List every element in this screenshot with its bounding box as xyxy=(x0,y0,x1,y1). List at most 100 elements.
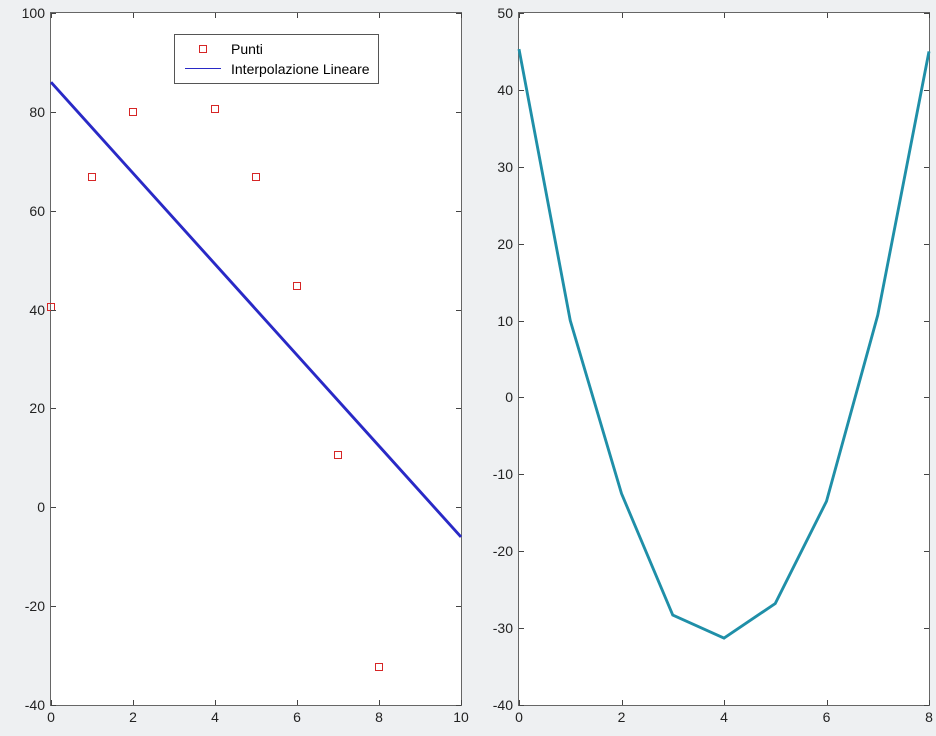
x-tick-label: 2 xyxy=(129,705,137,725)
x-tick-mark xyxy=(133,13,134,18)
y-tick-mark xyxy=(519,321,524,322)
legend-marker-icon xyxy=(183,45,223,53)
x-tick-mark xyxy=(622,700,623,705)
scatter-point xyxy=(293,282,301,290)
y-tick-mark xyxy=(924,90,929,91)
scatter-point xyxy=(211,105,219,113)
y-tick-label: 40 xyxy=(497,82,519,98)
y-tick-mark xyxy=(924,551,929,552)
x-tick-label: 8 xyxy=(375,705,383,725)
x-tick-label: 6 xyxy=(293,705,301,725)
x-tick-mark xyxy=(215,700,216,705)
chart-container: PuntiInterpolazione Lineare -40-20020406… xyxy=(0,0,936,736)
x-tick-label: 10 xyxy=(453,705,469,725)
y-tick-mark xyxy=(519,90,524,91)
y-tick-label: 0 xyxy=(505,389,519,405)
y-tick-mark xyxy=(519,397,524,398)
x-tick-mark xyxy=(297,13,298,18)
y-tick-mark xyxy=(924,628,929,629)
y-tick-mark xyxy=(924,321,929,322)
x-tick-mark xyxy=(724,13,725,18)
y-tick-label: 20 xyxy=(29,400,51,416)
y-tick-label: 80 xyxy=(29,104,51,120)
x-tick-mark xyxy=(215,13,216,18)
y-tick-mark xyxy=(51,507,56,508)
scatter-point xyxy=(334,451,342,459)
y-tick-mark xyxy=(51,606,56,607)
x-tick-label: 4 xyxy=(211,705,219,725)
x-tick-label: 0 xyxy=(47,705,55,725)
y-tick-mark xyxy=(519,167,524,168)
x-tick-mark xyxy=(622,13,623,18)
y-tick-label: 0 xyxy=(37,499,51,515)
x-tick-mark xyxy=(133,700,134,705)
right-plot-svg xyxy=(519,13,929,705)
y-tick-mark xyxy=(924,397,929,398)
legend-line-icon xyxy=(183,68,223,69)
y-tick-mark xyxy=(456,606,461,607)
x-tick-mark xyxy=(519,700,520,705)
y-tick-mark xyxy=(519,474,524,475)
scatter-point xyxy=(88,173,96,181)
y-tick-label: 50 xyxy=(497,5,519,21)
y-tick-label: -30 xyxy=(493,620,519,636)
x-tick-label: 0 xyxy=(515,705,523,725)
x-tick-mark xyxy=(929,700,930,705)
x-tick-mark xyxy=(929,13,930,18)
x-tick-mark xyxy=(379,13,380,18)
legend-entry: Punti xyxy=(183,39,370,59)
right-plot-area: -40-30-20-100102030405002468 xyxy=(518,12,930,706)
x-tick-mark xyxy=(379,700,380,705)
y-tick-mark xyxy=(51,112,56,113)
x-tick-mark xyxy=(724,700,725,705)
legend-box: Punti Interpolazione Lineare xyxy=(174,34,379,84)
y-tick-label: 30 xyxy=(497,159,519,175)
regression-line xyxy=(51,82,461,537)
y-tick-mark xyxy=(51,310,56,311)
y-tick-mark xyxy=(456,507,461,508)
x-tick-mark xyxy=(827,700,828,705)
left-panel: PuntiInterpolazione Lineare -40-20020406… xyxy=(0,0,468,736)
y-tick-label: 100 xyxy=(22,5,51,21)
legend-entry: Interpolazione Lineare xyxy=(183,59,370,79)
x-tick-mark xyxy=(51,13,52,18)
y-tick-mark xyxy=(456,211,461,212)
y-tick-label: -10 xyxy=(493,466,519,482)
x-tick-mark xyxy=(51,700,52,705)
y-tick-mark xyxy=(456,310,461,311)
scatter-point xyxy=(129,108,137,116)
y-tick-mark xyxy=(51,211,56,212)
y-tick-label: 40 xyxy=(29,302,51,318)
x-tick-label: 2 xyxy=(618,705,626,725)
y-tick-mark xyxy=(519,628,524,629)
y-tick-label: -20 xyxy=(493,543,519,559)
y-tick-mark xyxy=(456,112,461,113)
scatter-point xyxy=(252,173,260,181)
y-tick-label: -20 xyxy=(25,598,51,614)
y-tick-mark xyxy=(924,244,929,245)
y-tick-mark xyxy=(924,167,929,168)
x-tick-mark xyxy=(519,13,520,18)
y-tick-mark xyxy=(456,408,461,409)
legend-label: Interpolazione Lineare xyxy=(231,61,370,77)
y-tick-mark xyxy=(51,408,56,409)
x-tick-label: 4 xyxy=(720,705,728,725)
legend-label: Punti xyxy=(231,41,263,57)
scatter-point xyxy=(375,663,383,671)
x-tick-mark xyxy=(297,700,298,705)
left-plot-svg xyxy=(51,13,461,705)
x-tick-mark xyxy=(461,700,462,705)
x-tick-label: 8 xyxy=(925,705,933,725)
y-tick-label: 20 xyxy=(497,236,519,252)
left-plot-area: PuntiInterpolazione Lineare -40-20020406… xyxy=(50,12,462,706)
right-panel: -40-30-20-100102030405002468 xyxy=(468,0,936,736)
y-tick-label: 60 xyxy=(29,203,51,219)
x-tick-label: 6 xyxy=(823,705,831,725)
y-tick-mark xyxy=(519,551,524,552)
y-tick-mark xyxy=(924,474,929,475)
y-tick-label: 10 xyxy=(497,313,519,329)
x-tick-mark xyxy=(461,13,462,18)
curve-line xyxy=(519,49,929,638)
y-tick-mark xyxy=(519,244,524,245)
x-tick-mark xyxy=(827,13,828,18)
